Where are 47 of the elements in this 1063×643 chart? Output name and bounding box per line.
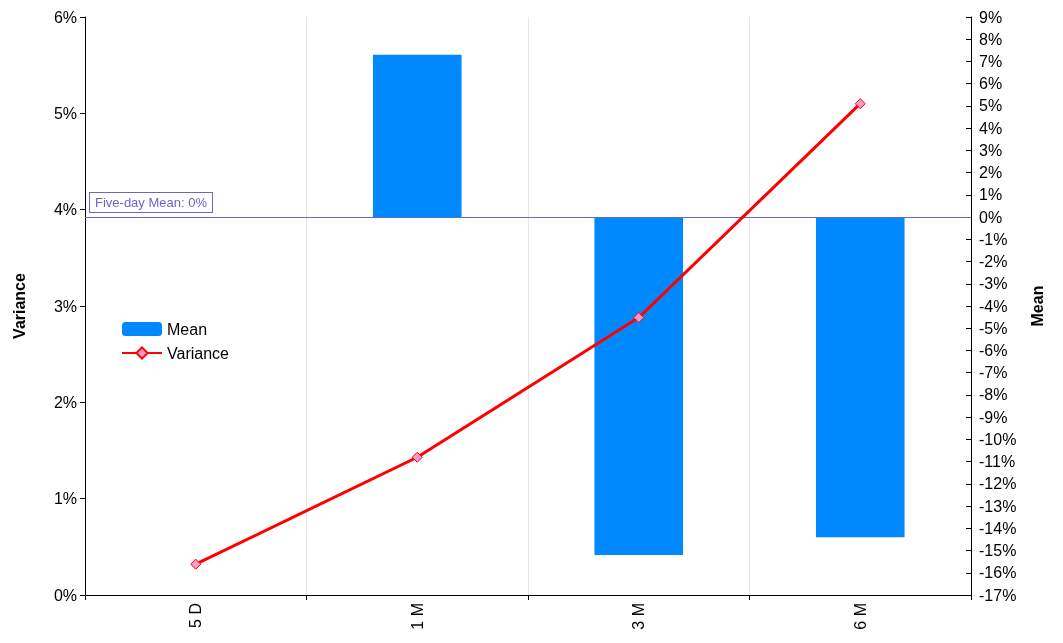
ref-line-label: Five-day Mean: 0%: [95, 195, 208, 211]
y2-tick-label: 3%: [979, 141, 1003, 159]
x-tick-label: 5 D: [187, 603, 205, 628]
y2-tick-label: -9%: [979, 408, 1008, 426]
point: [411, 451, 423, 463]
y2-axis-title: Mean: [1028, 285, 1046, 327]
x-tick-label: 1 M: [408, 603, 426, 630]
y2-tick-label: -16%: [979, 564, 1017, 582]
y2-tick-label: -5%: [979, 319, 1008, 337]
y-tick-label: 5%: [53, 104, 77, 122]
y2-tick-label: -2%: [979, 253, 1008, 271]
y2-tick-label: -1%: [979, 230, 1008, 248]
y2-tick-label: 0%: [979, 208, 1003, 226]
legend-label: Variance: [167, 344, 230, 362]
y2-tick-label: 9%: [979, 8, 1003, 26]
y-tick-label: 1%: [53, 490, 77, 508]
y-tick-label: 0%: [53, 586, 77, 604]
y2-tick-label: -7%: [979, 364, 1008, 382]
y2-tick-label: -11%: [979, 453, 1016, 471]
y2-tick-label: 1%: [979, 186, 1003, 204]
point: [633, 312, 645, 324]
y2-tick-label: -12%: [979, 475, 1017, 493]
y-axis-title: Variance: [10, 272, 28, 339]
y-tick-label: 2%: [53, 393, 77, 411]
x-tick-label: 6 M: [851, 603, 869, 630]
y-tick-label: 6%: [53, 8, 77, 26]
legend-label: Mean: [167, 320, 208, 338]
y2-tick-label: 6%: [979, 75, 1003, 93]
y2-tick-label: -13%: [979, 497, 1017, 515]
y2-tick-label: 5%: [979, 97, 1003, 115]
y2-tick-label: -8%: [979, 386, 1008, 404]
y2-tick-label: -10%: [979, 430, 1017, 448]
y2-tick-label: 7%: [979, 52, 1003, 70]
y2-tick-label: -14%: [979, 519, 1017, 537]
y2-tick-label: -17%: [979, 586, 1017, 604]
y2-tick-label: 8%: [979, 30, 1003, 48]
y2-tick-label: -4%: [979, 297, 1008, 315]
y2-tick-label: -3%: [979, 275, 1008, 293]
point: [854, 98, 866, 110]
y-tick-label: 4%: [53, 201, 77, 219]
y2-tick-label: 2%: [979, 164, 1003, 182]
y2-tick-label: -6%: [979, 341, 1008, 359]
x-tick-label: 3 M: [630, 603, 648, 630]
y2-tick-label: -15%: [979, 542, 1017, 560]
point: [190, 558, 202, 570]
y2-tick-label: 4%: [979, 119, 1003, 137]
y-tick-label: 3%: [53, 297, 77, 315]
